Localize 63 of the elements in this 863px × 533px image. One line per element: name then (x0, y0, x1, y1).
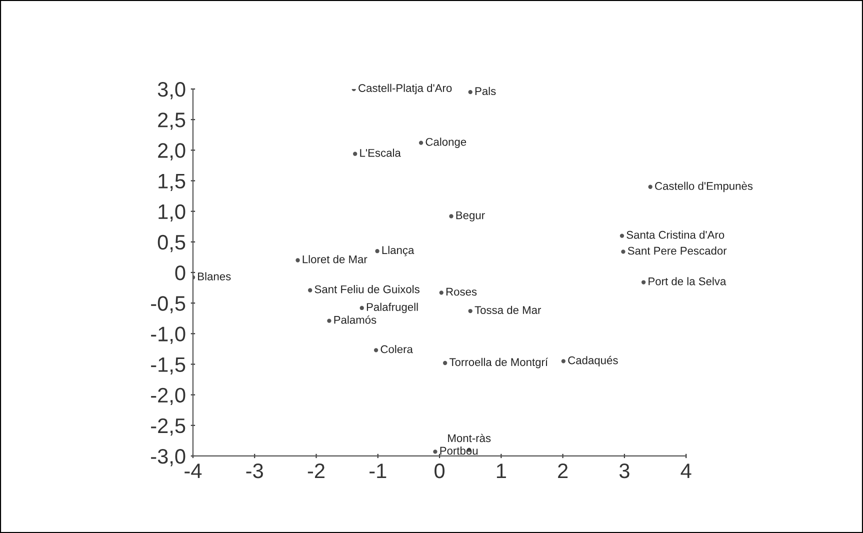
data-label: Castell-Platja d'Aro (358, 84, 452, 94)
x-tick-label: 4 (680, 464, 692, 478)
data-label: Begur (456, 211, 485, 222)
point (374, 348, 378, 352)
point (561, 359, 566, 364)
data-label: Castello d'Empunès (655, 182, 753, 192)
y-tick-label: -2,5 (151, 418, 186, 436)
x-tick-label: 0 (434, 463, 445, 478)
y-tick-label: 2,0 (158, 143, 186, 160)
point (352, 152, 358, 156)
point (468, 90, 472, 94)
point (360, 306, 364, 310)
data-label: Colera (380, 344, 413, 354)
data-label: Portbou (440, 446, 478, 455)
data-label: Calonge (426, 138, 466, 148)
data-label: Lloret de Mar (302, 255, 368, 264)
y-tick-label: -0,5 (151, 296, 186, 314)
data-label: Mont-ràs (448, 434, 491, 442)
y-tick-label: 2,5 (158, 112, 186, 130)
y-tick-label: -2,0 (151, 388, 186, 406)
data-label: Santa Cristina d'Aro (626, 230, 724, 239)
data-label: Tossa de Mar (474, 306, 542, 314)
point (468, 308, 472, 314)
point (620, 234, 624, 238)
y-tick-label: -1,0 (151, 326, 186, 344)
data-label: Palafrugell (366, 302, 418, 314)
point (442, 360, 448, 366)
data-label: Llança (382, 246, 414, 256)
y-tick-label: 1,0 (158, 204, 186, 222)
y-tick-label: 1,5 (158, 174, 186, 191)
point (449, 214, 454, 218)
point (641, 280, 646, 284)
point (327, 318, 332, 323)
x-tick-label: -3 (246, 463, 263, 478)
point (418, 140, 424, 145)
point (375, 249, 380, 254)
point (296, 258, 300, 262)
data-label: Port de la Selva (648, 277, 726, 286)
point (433, 450, 438, 454)
x-tick-label: -4 (184, 464, 202, 478)
y-tick-label: 0,5 (158, 234, 186, 252)
data-label: L'Escala (360, 148, 401, 157)
x-tick-label: 1 (496, 464, 506, 478)
x-tick-label: -1 (370, 464, 386, 478)
point (439, 290, 444, 295)
y-tick-label: 0 (175, 266, 186, 280)
x-tick-label: 3 (619, 463, 630, 478)
data-label: Torroella de Montgrí (449, 358, 548, 368)
data-label: Sant Feliu de Guixols (314, 285, 420, 294)
data-label: Palamós (334, 316, 376, 324)
x-tick-label: 2 (558, 463, 568, 478)
point (308, 288, 312, 292)
data-label: Blanes (198, 272, 231, 280)
point (648, 184, 652, 189)
y-tick-label: -1,5 (151, 357, 186, 374)
y-tick-label: 3,0 (158, 82, 186, 100)
data-label: Roses (446, 288, 477, 296)
data-label: Pals (475, 86, 496, 96)
data-label: Sant Pere Pescador (628, 246, 727, 255)
x-tick-label: -2 (308, 463, 324, 478)
point (621, 250, 626, 254)
y-tick-label: -3,0 (151, 448, 186, 466)
data-label: Cadaqués (568, 356, 618, 366)
